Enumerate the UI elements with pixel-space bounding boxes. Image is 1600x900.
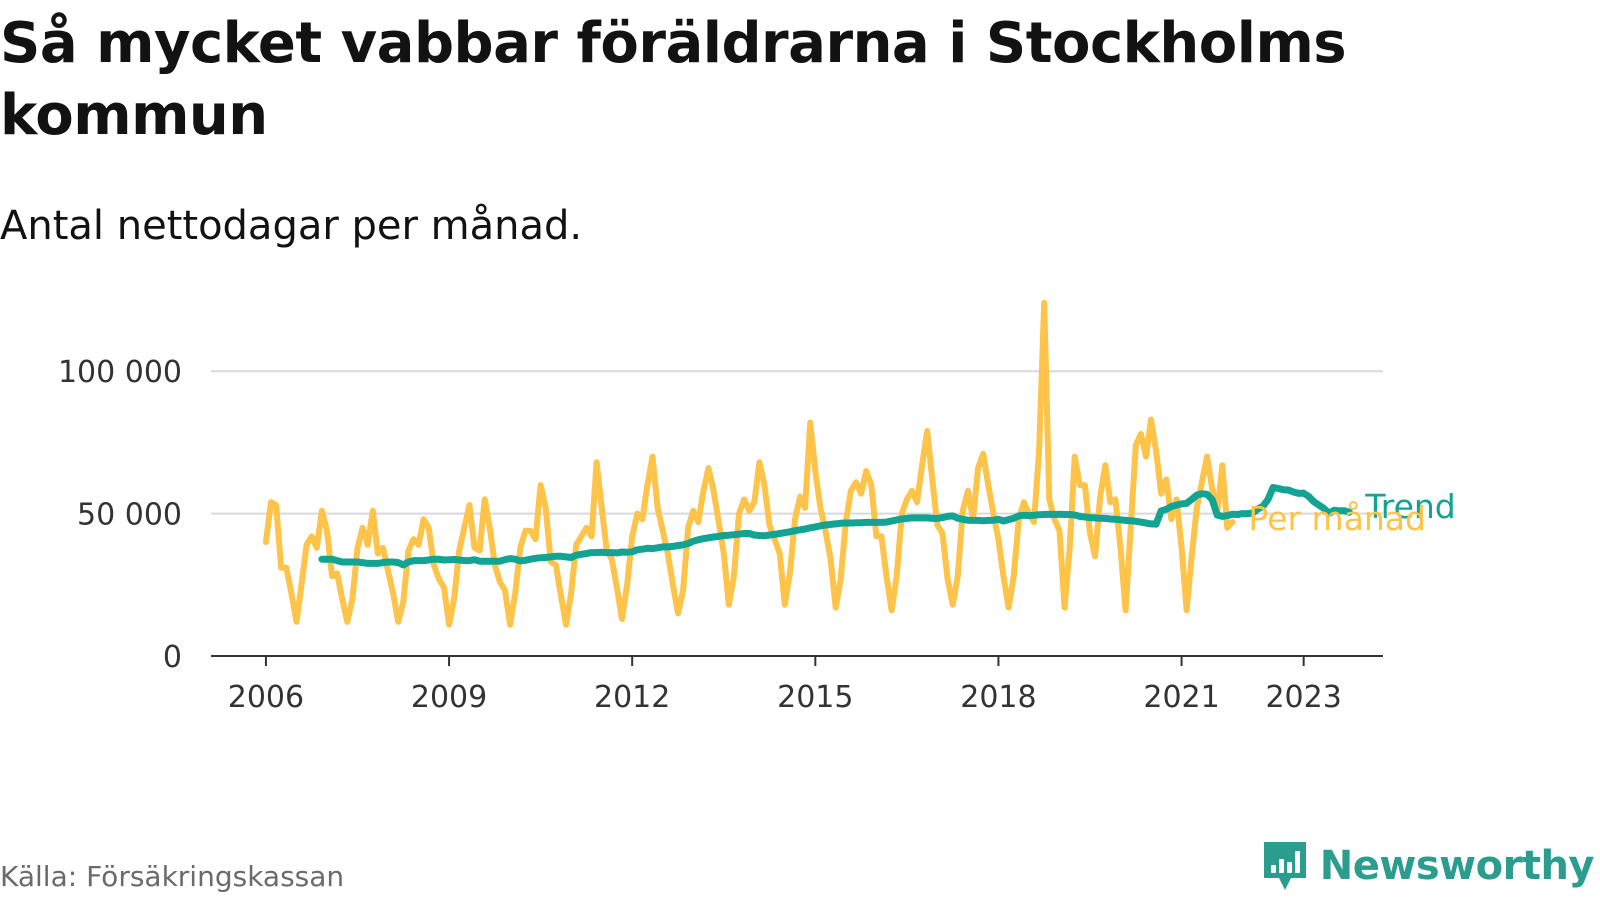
series-lines [262, 299, 1353, 628]
source-note: Källa: Försäkringskassan [0, 860, 345, 893]
y-axis-tick-labels: 0 50 000 100 000 [58, 355, 182, 675]
label-per-manad: Per månad [1248, 499, 1426, 538]
brand-logo: Newsworthy [1260, 838, 1595, 894]
x-tick-label: 2012 [594, 680, 670, 715]
y-tick-label: 50 000 [77, 498, 182, 533]
x-axis-tick-labels: 2006 2009 2012 2015 2018 2021 2023 [228, 680, 1342, 715]
x-axis [211, 655, 1383, 666]
series-line-per-manad [262, 299, 1236, 628]
brand-name: Newsworthy [1319, 843, 1595, 889]
x-tick-label: 2015 [777, 680, 853, 715]
x-tick-label: 2018 [960, 680, 1036, 715]
chart-title: Så mycket vabbar föräldrarna i Stockholm… [0, 11, 1347, 148]
chart-subtitle: Antal nettodagar per månad. [0, 203, 583, 249]
x-tick-label: 2009 [411, 680, 487, 715]
series-line-trend [318, 483, 1353, 569]
x-tick-label: 2006 [228, 680, 304, 715]
label-trend: Trend [1364, 487, 1455, 526]
chart-bars-icon [1263, 842, 1306, 890]
y-tick-label: 0 [163, 640, 182, 675]
x-tick-label: 2023 [1265, 680, 1341, 715]
y-tick-label: 100 000 [58, 355, 182, 390]
x-tick-label: 2021 [1143, 680, 1219, 715]
